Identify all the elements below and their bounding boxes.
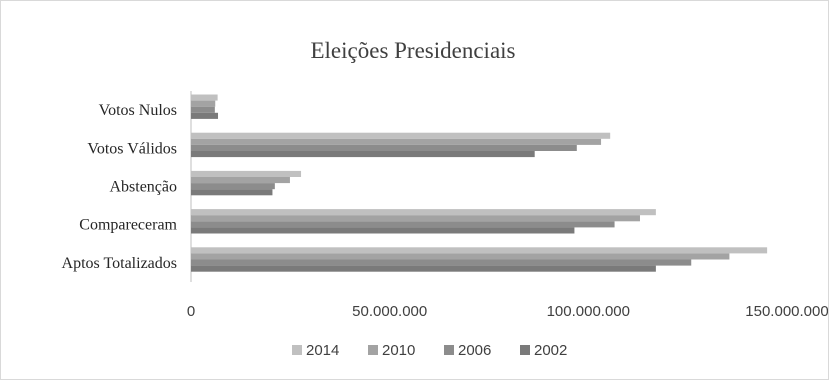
legend-label-2002: 2002: [534, 342, 567, 359]
category-labels: Votos Nulos Votos Válidos Abstenção Compare…: [62, 102, 178, 272]
bar-votos-validos-2006: [191, 144, 577, 151]
bars-group: [191, 94, 768, 272]
bar-abstencao-2014: [191, 170, 302, 177]
bar-abstencao-2010: [191, 177, 290, 184]
x-tick-label: 0: [187, 303, 195, 320]
legend-label-2010: 2010: [382, 342, 415, 359]
legend-swatch-2002: [520, 345, 530, 355]
bar-compareceram-2010: [191, 215, 640, 222]
bar-aptos-totalizados-2006: [191, 259, 692, 266]
category-label-votos-nulos: Votos Nulos: [99, 102, 177, 119]
category-label-aptos-totalizados: Aptos Totalizados: [62, 255, 177, 272]
legend-swatch-2014: [292, 345, 302, 355]
x-tick-label: 100.000.000: [547, 303, 630, 320]
category-label-votos-validos: Votos Válidos: [87, 140, 177, 157]
legend: 2014 2010 2006 2002: [292, 342, 567, 359]
bar-compareceram-2002: [191, 227, 575, 234]
category-label-compareceram: Compareceram: [79, 217, 177, 234]
bar-abstencao-2002: [191, 189, 273, 196]
x-tick-labels: 0 50.000.000 100.000.000 150.000.000: [187, 303, 828, 320]
legend-swatch-2006: [444, 345, 454, 355]
bar-votos-nulos-2010: [191, 100, 216, 107]
bar-aptos-totalizados-2010: [191, 253, 730, 260]
bar-votos-validos-2010: [191, 138, 602, 145]
bar-compareceram-2014: [191, 209, 656, 216]
chart-title: Eleições Presidenciais: [310, 38, 515, 63]
bar-aptos-totalizados-2014: [191, 247, 768, 254]
bar-abstencao-2006: [191, 183, 275, 190]
bar-votos-nulos-2006: [191, 106, 215, 113]
bar-votos-nulos-2002: [191, 112, 219, 119]
category-label-abstencao: Abstenção: [109, 179, 177, 196]
legend-label-2006: 2006: [458, 342, 491, 359]
bar-votos-validos-2014: [191, 132, 611, 139]
bar-aptos-totalizados-2002: [191, 265, 656, 272]
legend-label-2014: 2014: [306, 342, 339, 359]
legend-swatch-2010: [368, 345, 378, 355]
x-tick-label: 150.000.000: [745, 303, 828, 320]
x-tick-label: 50.000.000: [352, 303, 427, 320]
bar-votos-validos-2002: [191, 151, 535, 158]
bar-compareceram-2006: [191, 221, 615, 228]
bar-votos-nulos-2014: [191, 94, 218, 101]
